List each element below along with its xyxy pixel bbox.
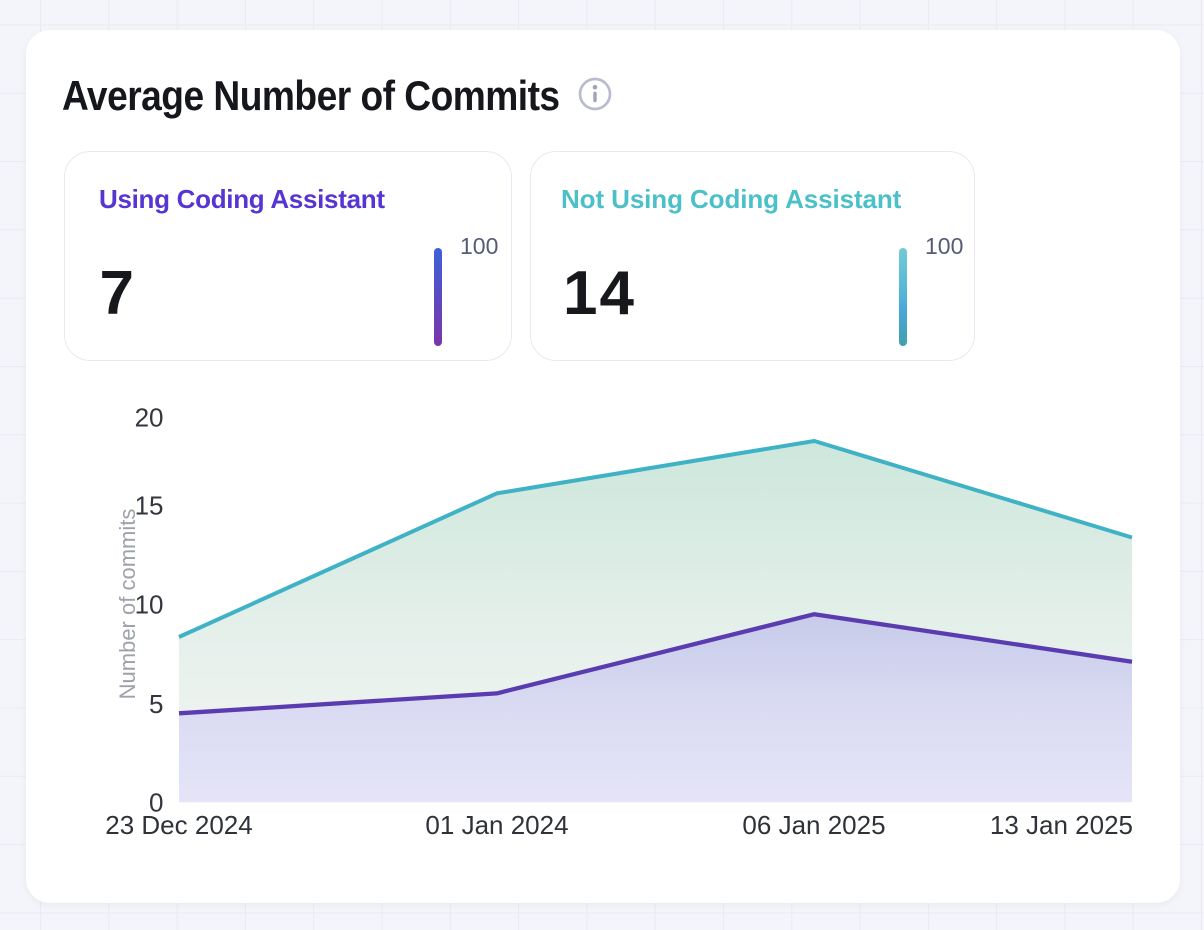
svg-text:13 Jan 2025: 13 Jan 2025 [990, 810, 1133, 840]
svg-text:15: 15 [135, 490, 164, 520]
svg-text:20: 20 [135, 402, 164, 432]
svg-text:06 Jan 2025: 06 Jan 2025 [742, 810, 885, 840]
svg-text:01 Jan 2024: 01 Jan 2024 [425, 810, 568, 840]
svg-text:23 Dec 2024: 23 Dec 2024 [105, 810, 252, 840]
svg-text:5: 5 [149, 689, 163, 719]
svg-text:10: 10 [135, 590, 164, 620]
svg-text:Number of commits: Number of commits [115, 509, 140, 700]
svg-text:0: 0 [149, 788, 163, 818]
